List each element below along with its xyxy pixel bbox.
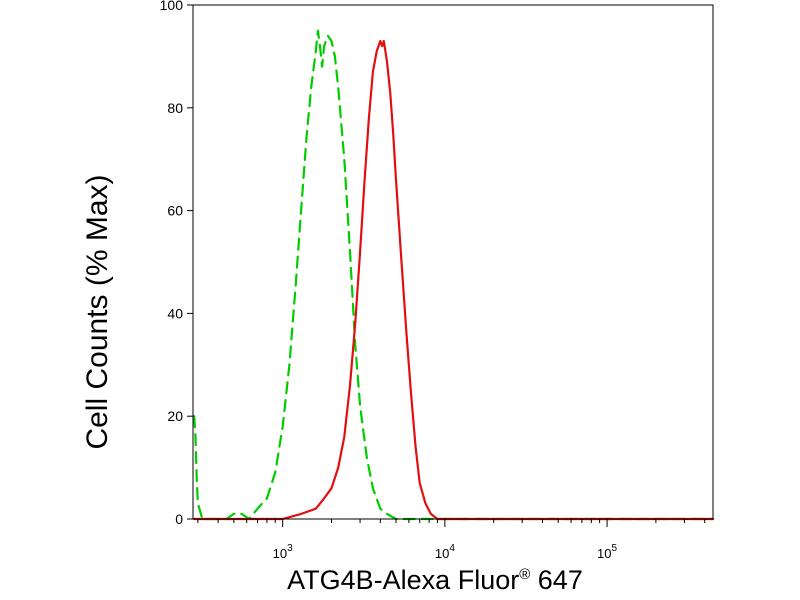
x-axis-title: ATG4B-Alexa Fluor® 647 bbox=[0, 565, 800, 596]
y-tick-label-40: 40 bbox=[167, 305, 183, 321]
y-tick-label-80: 80 bbox=[167, 100, 183, 116]
plot-frame bbox=[192, 4, 714, 520]
y-axis-title: Cell Counts (% Max) bbox=[81, 174, 114, 450]
x-axis-title-suffix: 647 bbox=[530, 565, 583, 595]
y-tick-label-20: 20 bbox=[167, 408, 183, 424]
x-tick-label-100000: 105 bbox=[597, 543, 617, 561]
x-axis-title-registered-mark: ® bbox=[519, 566, 531, 583]
series-line-2 bbox=[193, 39, 715, 521]
x-tick-label-base: 10 bbox=[597, 546, 611, 561]
x-axis-title-text: ATG4B-Alexa Fluor bbox=[287, 565, 520, 595]
x-tick-label-exponent: 3 bbox=[287, 543, 293, 554]
x-tick-label-exponent: 5 bbox=[612, 543, 618, 554]
y-tick-label-60: 60 bbox=[167, 203, 183, 219]
x-tick-label-10000: 104 bbox=[435, 543, 455, 561]
x-tick-label-base: 10 bbox=[273, 546, 287, 561]
x-tick-label-base: 10 bbox=[435, 546, 449, 561]
x-tick-label-1000: 103 bbox=[273, 543, 293, 561]
x-tick-label-exponent: 4 bbox=[449, 543, 455, 554]
y-tick-label-0: 0 bbox=[175, 511, 183, 527]
y-tick-label-100: 100 bbox=[160, 0, 184, 13]
